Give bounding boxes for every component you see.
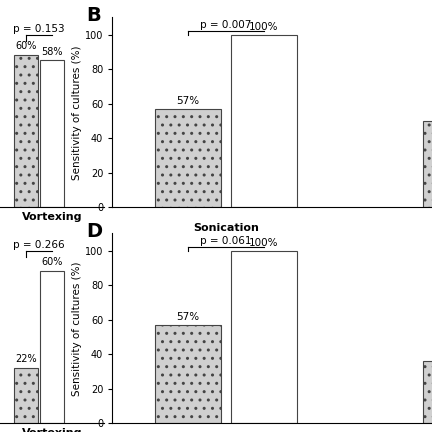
Legend: With antibiotics, Without antibiotics: With antibiotics, Without antibiotics [114, 22, 229, 47]
Bar [155, 109, 221, 207]
Text: 57%: 57% [176, 312, 199, 322]
Text: 58%: 58% [41, 47, 63, 57]
Bar [231, 251, 297, 423]
Text: 57%: 57% [176, 96, 199, 106]
Text: 100%: 100% [249, 22, 279, 32]
X-axis label: Vortexing: Vortexing [22, 428, 82, 432]
Text: 100%: 100% [249, 238, 279, 248]
Bar [40, 271, 64, 423]
Bar [14, 55, 38, 207]
Text: 60%: 60% [41, 257, 63, 267]
Text: p = 0.061: p = 0.061 [200, 236, 251, 246]
Bar [231, 35, 297, 207]
Text: 60%: 60% [15, 41, 37, 51]
Text: p = 0.266: p = 0.266 [13, 240, 65, 250]
Text: B: B [87, 6, 102, 25]
Y-axis label: Sensitivity of cultures (%): Sensitivity of cultures (%) [72, 45, 82, 180]
Text: p = 0.007: p = 0.007 [200, 20, 251, 30]
Text: p = 0.153: p = 0.153 [13, 24, 65, 34]
Bar [423, 361, 432, 423]
Bar [14, 368, 38, 423]
Bar [155, 325, 221, 423]
Y-axis label: Sensitivity of cultures (%): Sensitivity of cultures (%) [72, 261, 82, 396]
Legend: With antibiotics, Without antibiotics: With antibiotics, Without antibiotics [114, 238, 229, 263]
Text: 22%: 22% [15, 354, 37, 364]
Bar [423, 121, 432, 207]
X-axis label: Vortexing: Vortexing [22, 212, 82, 222]
Text: D: D [87, 222, 103, 241]
Text: Sonication: Sonication [193, 222, 259, 232]
Bar [40, 60, 64, 207]
